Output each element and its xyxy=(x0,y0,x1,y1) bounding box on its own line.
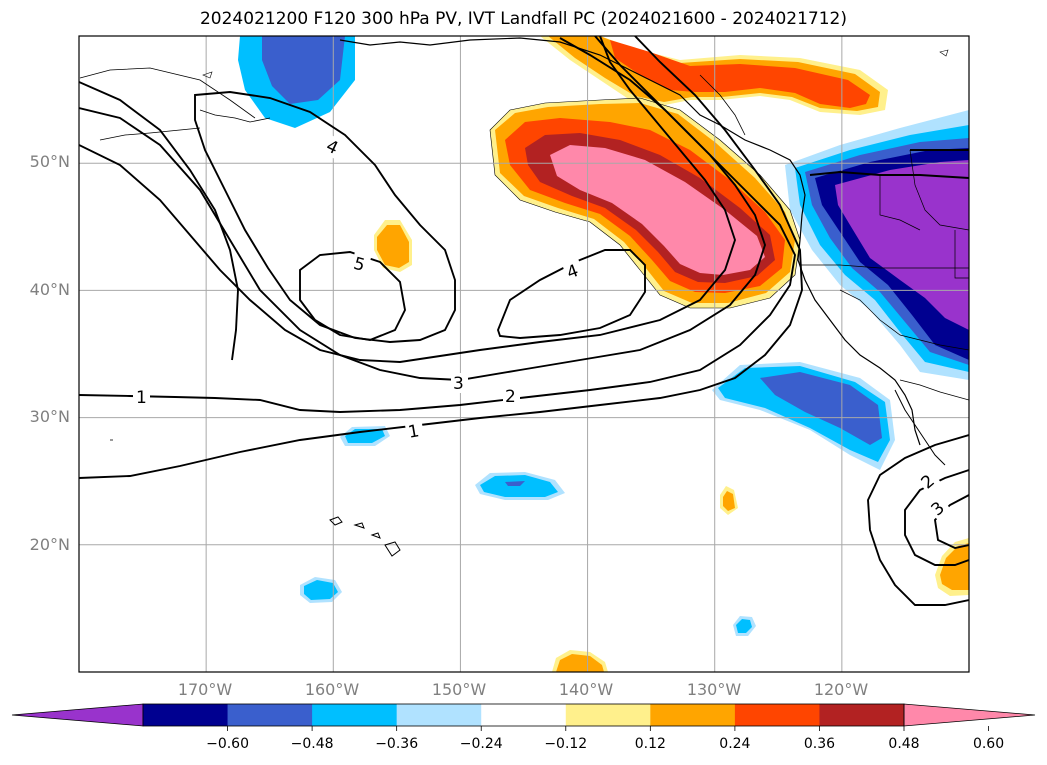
pos-anomaly-small-blobs xyxy=(374,220,969,672)
colorbar xyxy=(11,703,1036,731)
colorbar-tick-label-4: −0.12 xyxy=(544,736,588,752)
contour-label-3: 3 xyxy=(453,374,464,394)
lat-label-40n: 40°N xyxy=(29,280,70,299)
colorbar-outline xyxy=(142,703,905,727)
colorbar-extend-min xyxy=(11,703,144,727)
colorbar-tick-label-7: 0.36 xyxy=(803,736,836,752)
colorbar-tick-label-3: −0.24 xyxy=(459,736,503,752)
lon-label-150w: 150°W xyxy=(431,680,487,699)
contour-label-2: 2 xyxy=(505,387,516,407)
colorbar-swatch-4 xyxy=(481,704,567,726)
contour-label-1-central: 1 xyxy=(407,421,421,443)
lat-label-30n: 30°N xyxy=(29,407,70,426)
colorbar-swatch-7 xyxy=(734,704,820,726)
neg-anomaly-aleutian xyxy=(238,36,355,128)
colorbar-tick-label-5: 0.12 xyxy=(634,736,666,752)
neg-anomaly-small-blobs xyxy=(300,426,756,636)
colorbar-tick-label-6: 0.24 xyxy=(719,736,751,752)
colorbar-swatch-2 xyxy=(312,704,398,726)
pv-contours xyxy=(79,36,969,606)
colorbar-swatch-8 xyxy=(819,704,905,726)
lon-label-130w: 130°W xyxy=(686,680,742,699)
map-frame xyxy=(78,35,970,673)
lat-label-20n: 20°N xyxy=(29,535,70,554)
lon-label-120w: 120°W xyxy=(813,680,869,699)
colorbar-extend-max xyxy=(903,703,1036,727)
graticule xyxy=(79,36,969,672)
neg-anomaly-west-us xyxy=(785,110,969,380)
colorbar-tick-label-1: −0.48 xyxy=(290,736,334,752)
lon-label-140w: 140°W xyxy=(558,680,614,699)
lon-label-160w: 160°W xyxy=(304,680,360,699)
colorbar-tick-label-0: −0.60 xyxy=(206,736,249,752)
colorbar-tick-label-8: 0.48 xyxy=(888,736,920,752)
coastlines xyxy=(79,37,969,557)
colorbar-swatch-6 xyxy=(650,704,736,726)
colorbar-swatch-5 xyxy=(565,704,651,726)
shading-layer xyxy=(238,36,969,672)
map-title: 2024021200 F120 300 hPa PV, IVT Landfall… xyxy=(199,9,847,29)
lon-label-170w: 170°W xyxy=(177,680,233,699)
neg-anomaly-baja xyxy=(712,362,895,470)
lat-label-50n: 50°N xyxy=(29,152,70,171)
colorbar-swatch-1 xyxy=(227,704,313,726)
colorbar-tick-label-9: 0.60 xyxy=(972,736,1005,752)
colorbar-tick-label-2: −0.36 xyxy=(375,736,419,752)
contour-label-1-west: 1 xyxy=(136,388,147,408)
colorbar-swatch-3 xyxy=(396,704,482,726)
pos-anomaly-gulf-of-alaska xyxy=(540,36,888,115)
contour-label-5: 5 xyxy=(351,254,367,276)
colorbar-swatch-0 xyxy=(143,704,229,726)
